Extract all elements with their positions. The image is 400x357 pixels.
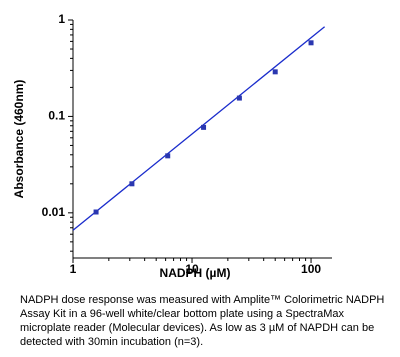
data-point [165,153,171,159]
caption: NADPH dose response was measured with Am… [20,294,385,348]
x-tick-label: 100 [301,262,321,276]
data-point [93,209,99,215]
data-point [236,95,242,101]
chart: NADPH (µM) Absorbance (460nm) 1 10 100 0.01… [12,12,332,280]
x-tick-label: 10 [185,262,199,276]
data-point [201,124,207,130]
fit-line [72,26,326,231]
data-point [129,181,135,187]
y-tick-label: 1 [58,12,65,26]
y-tick-label: 0.01 [42,205,66,219]
data-point [308,40,314,46]
data-point [272,69,278,75]
y-tick-label: 0.1 [48,109,65,123]
x-tick-label: 1 [70,262,77,276]
y-axis-label: Absorbance (460nm) [12,80,26,199]
x-axis-label: NADPH (µM) [160,266,231,280]
